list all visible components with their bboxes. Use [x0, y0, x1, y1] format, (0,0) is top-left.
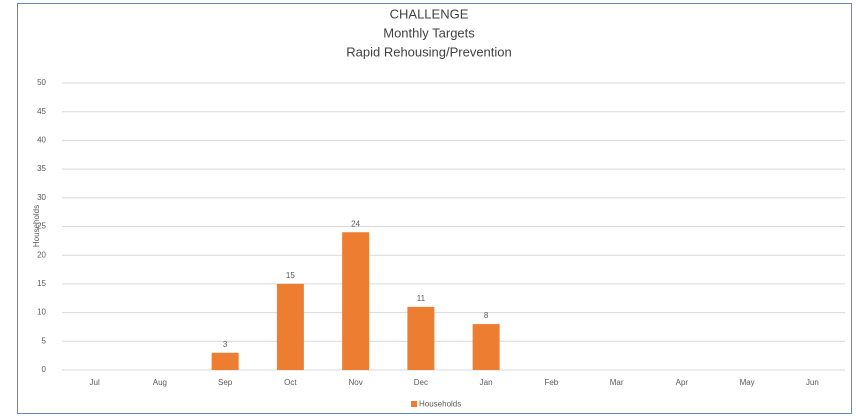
x-tick-label: Sep [218, 378, 233, 387]
data-label: 8 [484, 311, 489, 320]
data-label: 3 [223, 340, 228, 349]
x-tick-label: Aug [153, 378, 167, 387]
y-tick-label: 35 [37, 164, 46, 173]
y-tick-label: 45 [37, 107, 46, 116]
legend-swatch [411, 401, 417, 407]
bar [342, 232, 370, 370]
y-tick-label: 40 [37, 136, 46, 145]
chart-title: CHALLENGE [390, 6, 469, 21]
bar [472, 324, 500, 370]
bar [211, 352, 239, 370]
x-tick-label: Jun [806, 378, 819, 387]
x-tick-label: Dec [414, 378, 428, 387]
data-label: 11 [417, 294, 426, 303]
y-tick-label: 20 [37, 250, 46, 259]
x-tick-label: Oct [284, 378, 297, 387]
y-tick-label: 30 [37, 193, 46, 202]
legend-label: Households [419, 400, 461, 409]
bar [407, 306, 435, 370]
chart-title: Rapid Rehousing/Prevention [346, 44, 512, 59]
x-tick-label: Jul [90, 378, 100, 387]
bar [276, 283, 304, 370]
y-tick-label: 50 [37, 78, 46, 87]
y-tick-label: 5 [42, 336, 47, 345]
y-tick-label: 0 [42, 365, 47, 374]
y-tick-label: 10 [37, 308, 46, 317]
x-tick-label: Feb [544, 378, 558, 387]
y-axis-label: Households [32, 205, 41, 247]
data-label: 15 [286, 271, 295, 280]
x-tick-label: Nov [349, 378, 363, 387]
y-tick-label: 15 [37, 279, 46, 288]
data-label: 24 [351, 219, 360, 228]
chart-border [17, 3, 852, 414]
y-tick-label: 25 [37, 222, 46, 231]
chart-title: Monthly Targets [383, 25, 475, 40]
x-tick-label: Mar [610, 378, 624, 387]
x-tick-label: Apr [676, 378, 689, 387]
x-tick-label: Jan [480, 378, 493, 387]
x-tick-label: May [740, 378, 755, 387]
